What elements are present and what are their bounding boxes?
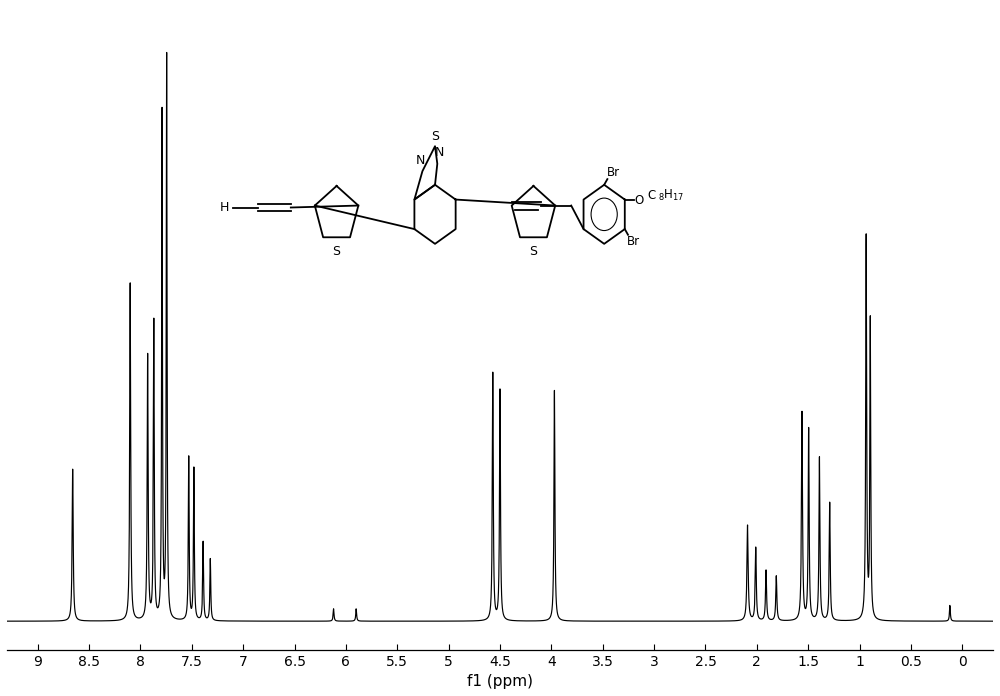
X-axis label: f1 (ppm): f1 (ppm) [467, 674, 533, 689]
